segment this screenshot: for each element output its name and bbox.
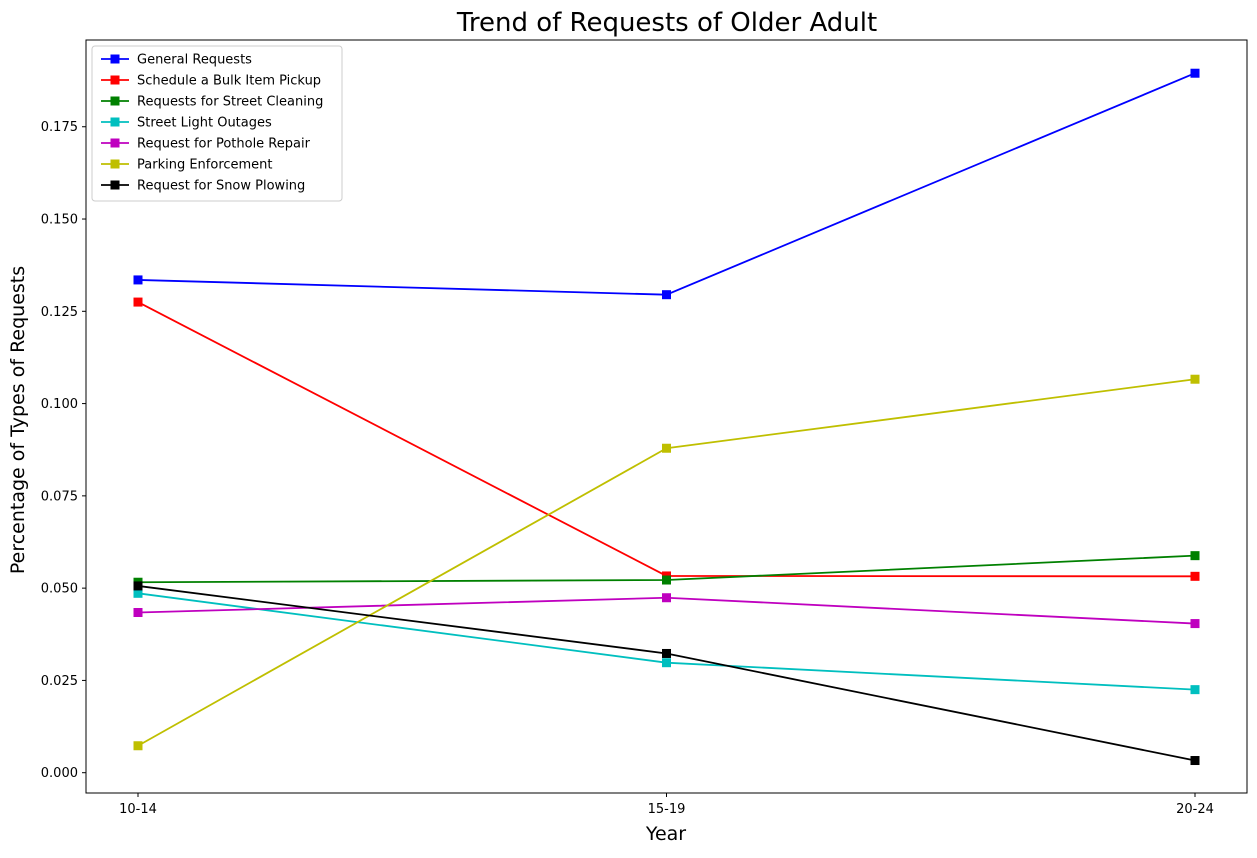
legend-label: Request for Pothole Repair <box>137 137 311 152</box>
y-tick-label: 0.175 <box>41 120 78 135</box>
legend-label: Parking Enforcement <box>137 158 273 173</box>
x-tick-label: 10-14 <box>119 802 157 817</box>
y-tick-label: 0.050 <box>41 582 78 597</box>
legend-marker <box>110 138 120 148</box>
data-point <box>133 581 143 591</box>
data-point <box>133 741 143 751</box>
data-point <box>133 297 143 307</box>
legend-label: Schedule a Bulk Item Pickup <box>137 74 321 89</box>
x-axis-title: Year <box>645 823 686 845</box>
legend-marker <box>110 96 120 106</box>
chart-title: Trend of Requests of Older Adult <box>456 8 877 38</box>
x-axis: 10-14 15-19 20-24 <box>119 793 1214 817</box>
data-point <box>133 275 143 285</box>
data-point <box>1190 685 1200 695</box>
legend-label: Request for Snow Plowing <box>137 179 305 194</box>
y-tick-label: 0.150 <box>41 213 78 228</box>
legend-marker <box>110 180 120 190</box>
data-point <box>662 443 671 453</box>
data-point <box>1190 374 1200 384</box>
x-tick-label: 15-19 <box>648 802 686 817</box>
y-axis: 0.000 0.025 0.050 0.075 0.100 0.125 0.150 0.175 <box>41 120 86 781</box>
legend: General Requests Schedule a Bulk Item Pic… <box>91 45 343 202</box>
data-point <box>1190 756 1200 766</box>
y-tick-label: 0.100 <box>41 397 78 412</box>
x-tick-label: 20-24 <box>1176 802 1214 817</box>
data-point <box>133 608 143 618</box>
y-tick-label: 0.075 <box>41 489 78 504</box>
data-point <box>662 290 671 300</box>
y-axis-title: Percentage of Types of Requests <box>7 266 29 574</box>
data-point <box>133 588 143 598</box>
plot-area <box>133 68 1200 766</box>
data-point <box>1190 68 1200 78</box>
y-tick-label: 0.000 <box>41 766 78 781</box>
data-point <box>1190 619 1200 629</box>
data-point <box>662 575 671 585</box>
legend-label: Street Light Outages <box>137 116 272 131</box>
data-point <box>1190 551 1200 561</box>
data-point <box>662 593 671 603</box>
y-tick-label: 0.125 <box>41 305 78 320</box>
legend-marker <box>110 54 120 64</box>
legend-box <box>91 45 343 202</box>
data-point <box>662 648 671 658</box>
y-tick-label: 0.025 <box>41 674 78 689</box>
legend-label: Requests for Street Cleaning <box>137 95 323 110</box>
data-point <box>662 658 671 668</box>
legend-marker <box>110 159 120 169</box>
legend-marker <box>110 117 120 127</box>
legend-marker <box>110 75 120 85</box>
legend-label: General Requests <box>137 53 252 68</box>
data-point <box>1190 571 1200 581</box>
